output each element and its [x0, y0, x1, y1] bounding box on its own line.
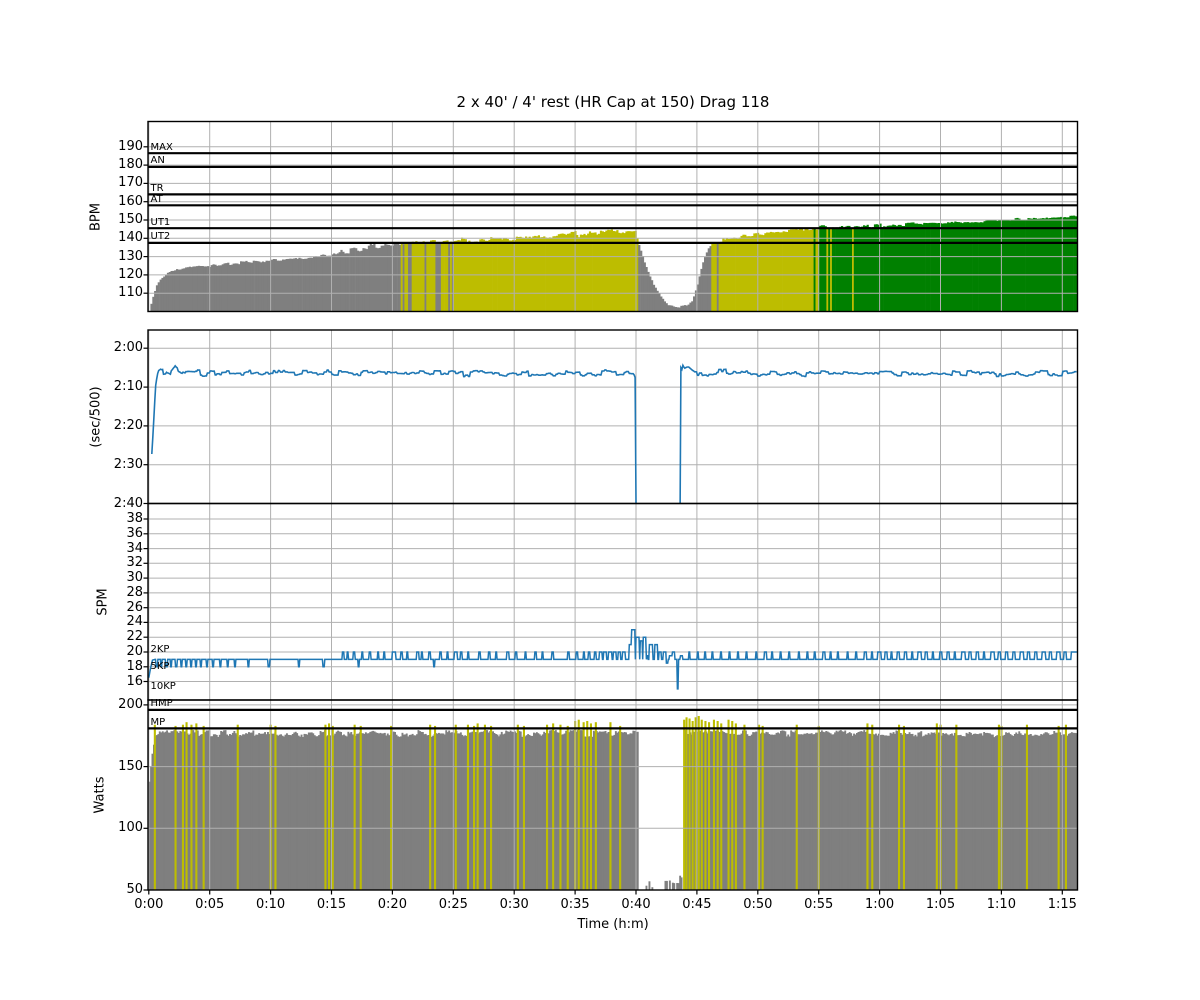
power-zone-label-hmp: HMP [150, 698, 173, 710]
ytick-label-pace: 2:00 [113, 340, 143, 356]
xtick-label: 0:05 [195, 896, 225, 912]
ytick-label-stroke_rate: 34 [126, 540, 143, 556]
ytick-label-pace: 2:30 [113, 456, 143, 472]
power-zone-label-5kp: 5KP [150, 661, 170, 673]
hr-zone-label-at: AT [150, 193, 163, 205]
power-zone-label-2kp: 2KP [150, 644, 170, 656]
ytick-label-heart_rate: 190 [118, 138, 143, 154]
ytick-label-stroke_rate: 26 [126, 599, 143, 615]
ytick-label-stroke_rate: 18 [126, 658, 143, 674]
ytick-label-power: 50 [126, 882, 143, 897]
x-axis-label: Time (h:m) [577, 917, 649, 932]
hr-zone-label-tr: TR [150, 182, 164, 194]
xtick-label: 0:10 [255, 896, 286, 912]
ytick-label-stroke_rate: 24 [126, 614, 143, 630]
power-zone-label-10kp: 10KP [150, 681, 176, 693]
ytick-label-stroke_rate: 20 [126, 644, 143, 659]
ytick-label-heart_rate: 150 [118, 212, 143, 227]
chart-title: 2 x 40' / 4' rest (HR Cap at 150) Drag 1… [456, 93, 770, 111]
xtick-label: 0:55 [804, 896, 834, 912]
ytick-label-pace: 2:10 [113, 379, 143, 395]
hr-zone-label-ut1: UT1 [150, 216, 171, 228]
xtick-label: 0:50 [743, 896, 773, 912]
y-axis-label-pace: (sec/500) [88, 386, 104, 448]
ytick-label-power: 200 [118, 696, 143, 712]
ytick-label-heart_rate: 110 [118, 285, 143, 301]
xtick-label: 0:30 [499, 896, 529, 912]
ytick-label-heart_rate: 130 [118, 248, 143, 264]
hr-zone-label-max: MAX [150, 141, 173, 153]
hr-zone-label-ut2: UT2 [150, 231, 171, 243]
ytick-label-stroke_rate: 38 [126, 511, 143, 526]
xtick-label: 1:10 [986, 896, 1016, 912]
xtick-label: 0:35 [560, 896, 590, 912]
xtick-label: 1:05 [925, 896, 956, 912]
ytick-label-heart_rate: 140 [118, 230, 143, 246]
xtick-label: 0:25 [438, 896, 468, 912]
ytick-label-heart_rate: 120 [118, 266, 143, 282]
xtick-label: 0:40 [621, 896, 651, 912]
y-axis-label-watts: Watts [92, 776, 108, 814]
ytick-label-power: 100 [118, 820, 143, 836]
ytick-label-pace: 2:20 [113, 417, 143, 433]
ytick-label-power: 150 [118, 758, 143, 774]
hr-zone-label-an: AN [150, 155, 165, 167]
power-zone-label-mp: MP [150, 716, 166, 728]
xtick-label: 0:15 [316, 896, 347, 912]
ytick-label-heart_rate: 170 [118, 175, 143, 191]
xtick-label: 1:15 [1047, 896, 1077, 912]
ytick-label-stroke_rate: 36 [126, 525, 143, 541]
xtick-label: 0:00 [134, 896, 164, 912]
xtick-label: 0:45 [682, 896, 712, 912]
ytick-label-stroke_rate: 32 [126, 555, 143, 571]
ytick-label-heart_rate: 160 [118, 193, 143, 209]
ytick-label-pace: 2:40 [113, 495, 143, 511]
ytick-label-stroke_rate: 22 [126, 629, 143, 645]
xtick-label: 0:20 [377, 896, 407, 912]
ytick-label-stroke_rate: 30 [126, 570, 143, 586]
xtick-label: 1:00 [864, 896, 895, 912]
ytick-label-heart_rate: 180 [118, 157, 143, 173]
ytick-label-stroke_rate: 28 [126, 584, 143, 600]
ytick-label-stroke_rate: 16 [126, 673, 143, 689]
